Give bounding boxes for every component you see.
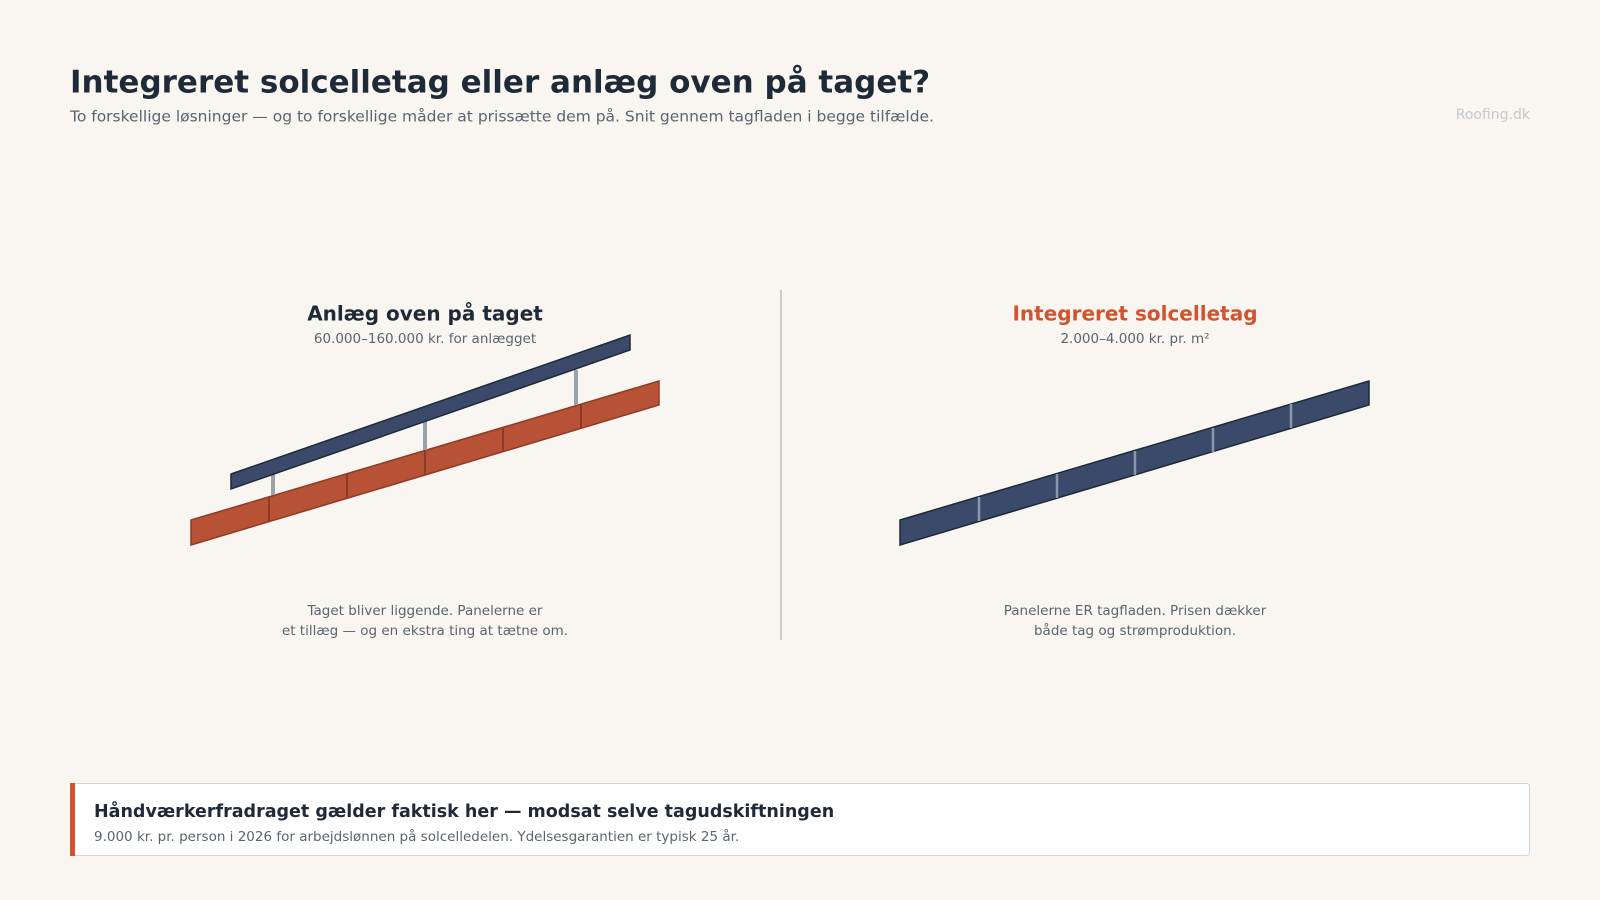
caption-line: Panelerne ER tagfladen. Prisen dækker xyxy=(1004,603,1267,619)
title: Integreret solcelletag eller anlæg oven … xyxy=(70,65,930,101)
panel-price: 2.000–4.000 kr. pr. m² xyxy=(1060,331,1209,347)
panel-heading: Integreret solcelletag xyxy=(1012,302,1257,326)
note-title: Håndværkerfradraget gælder faktisk her —… xyxy=(94,800,834,822)
subtitle: To forskellige løsninger — og to forskel… xyxy=(69,108,934,126)
caption-line: et tillæg — og en ekstra ting at tætne o… xyxy=(282,623,568,639)
brand: Roofing.dk xyxy=(1456,107,1531,123)
caption-line: både tag og strømproduktion. xyxy=(1034,622,1236,639)
caption-line: Taget bliver liggende. Panelerne er xyxy=(307,603,543,619)
note-text: 9.000 kr. pr. person i 2026 for arbejdsl… xyxy=(94,828,739,845)
panel-heading: Anlæg oven på taget xyxy=(307,302,543,326)
roof-section xyxy=(190,333,660,547)
panel-price: 60.000–160.000 kr. for anlægget xyxy=(314,331,536,347)
integrated-roof xyxy=(899,379,1370,547)
note-accent xyxy=(70,783,75,856)
